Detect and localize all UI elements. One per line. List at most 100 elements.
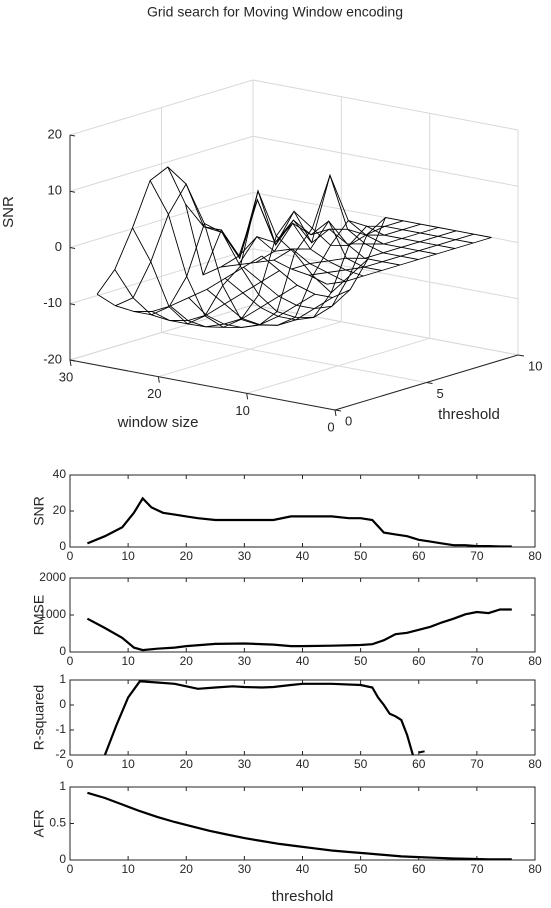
- surface-mesh-col: [170, 210, 401, 328]
- sidewall-gridline: [252, 248, 519, 300]
- y-tick: [69, 359, 72, 367]
- y-tick-label: 1000: [39, 607, 66, 621]
- series-line: [86, 496, 512, 547]
- x-tick-label: 50: [354, 549, 368, 563]
- y-tick-label: 20: [147, 386, 161, 401]
- x-tick-label: 60: [412, 757, 426, 771]
- z-tick-label: 0: [55, 239, 62, 254]
- floor-gridline: [158, 321, 342, 378]
- z-tick-label: 20: [48, 126, 62, 141]
- x-tick: [517, 354, 525, 357]
- x-tick-label: 30: [238, 862, 252, 876]
- x-tick-label: 10: [121, 654, 135, 668]
- series-line: [103, 680, 414, 755]
- surface-mesh-col: [96, 166, 328, 295]
- y-tick-label: 0: [59, 644, 66, 658]
- surface-mesh-row: [132, 227, 298, 328]
- y-tick-label: 10: [235, 403, 249, 418]
- surface-plot: [69, 79, 525, 417]
- x-tick-label: 10: [528, 358, 542, 373]
- x-tick-label: 0: [67, 654, 74, 668]
- x-tick-label: 40: [296, 862, 310, 876]
- surface-mesh-row: [273, 220, 439, 261]
- y-axis-label: R-squared: [31, 685, 47, 750]
- x-tick-label: 70: [470, 757, 484, 771]
- z-tick: [69, 247, 76, 249]
- surface-mesh-row: [202, 189, 369, 294]
- surface-mesh-col: [224, 225, 455, 321]
- surface-mesh-col: [115, 182, 346, 307]
- subplot-afr: [69, 786, 536, 861]
- axes-box: [69, 679, 536, 756]
- x-tick-label: 0: [67, 862, 74, 876]
- x-tick-label: 80: [528, 862, 542, 876]
- y-tick-label: -2: [55, 747, 66, 761]
- y-tick: [334, 409, 337, 417]
- y-tick-label: 20: [53, 503, 67, 517]
- y-tick-label: 2000: [39, 570, 66, 584]
- x-tick-label: 20: [180, 549, 194, 563]
- x-tick-label: 20: [180, 654, 194, 668]
- surface-mesh-row: [238, 173, 404, 265]
- y-tick: [246, 393, 249, 400]
- x-tick-label: 10: [121, 757, 135, 771]
- surface-mesh-col: [206, 219, 437, 326]
- x-tick-label: 40: [296, 654, 310, 668]
- x-tick-label: 30: [238, 654, 252, 668]
- y-axis-label: window size: [117, 414, 199, 431]
- x-tick-label: 0: [67, 757, 74, 771]
- y-tick-label: 0: [59, 697, 66, 711]
- x-tick-label: 80: [528, 654, 542, 668]
- surface-mesh-col: [261, 216, 492, 298]
- y-tick-label: 1: [59, 779, 66, 793]
- subplot-rmse: [69, 577, 536, 653]
- surface-mesh-row: [326, 237, 492, 285]
- x-tick-label: 40: [296, 757, 310, 771]
- z-axis-label: SNR: [0, 196, 17, 228]
- x-tick-label: 80: [528, 549, 542, 563]
- surface-mesh-row: [149, 180, 316, 328]
- axes-box: [69, 577, 536, 653]
- floor-gridline: [246, 337, 430, 394]
- x-axis-label: threshold: [438, 406, 500, 423]
- sidewall-gridline: [252, 304, 519, 356]
- y-tick-label: 0.5: [49, 816, 66, 830]
- z-tick-label: 10: [48, 183, 62, 198]
- x-tick-label: 40: [296, 549, 310, 563]
- x-tick-label: 10: [121, 549, 135, 563]
- x-tick-label: 60: [412, 549, 426, 563]
- sidewall-gridline: [252, 135, 519, 187]
- axes-box: [69, 474, 536, 548]
- subplot-snr: [69, 474, 536, 548]
- surface-mesh-row: [309, 233, 474, 276]
- chart-title: Grid search for Moving Window encoding: [147, 4, 403, 20]
- z-tick-label: -10: [43, 295, 62, 310]
- axes-box: [69, 786, 536, 861]
- series-fragment: [418, 750, 425, 754]
- sidewall-gridline: [252, 79, 519, 131]
- z-tick: [69, 359, 76, 362]
- x-tick-label: 0: [345, 413, 352, 428]
- surface-mesh-col: [151, 189, 382, 325]
- series-line: [87, 791, 512, 860]
- z-tick: [69, 190, 76, 193]
- y-axis-label: AFR: [31, 810, 47, 838]
- x-tick-label: 80: [528, 757, 542, 771]
- x-tick-label: 50: [354, 862, 368, 876]
- x-tick: [426, 382, 433, 384]
- y-axis-label: SNR: [31, 496, 47, 526]
- x-tick-label: 50: [354, 757, 368, 771]
- x-axis-label: threshold: [272, 888, 334, 905]
- surface-mesh-col: [188, 173, 419, 328]
- z-tick: [69, 134, 76, 137]
- y-tick-label: 0: [327, 419, 334, 434]
- subplot-r-squared: [69, 679, 536, 756]
- y-tick-label: 1: [59, 672, 66, 686]
- surface-mesh-row: [167, 166, 333, 326]
- x-tick-label: 60: [412, 654, 426, 668]
- x-tick-label: 60: [412, 862, 426, 876]
- surface-mesh-row: [255, 222, 421, 263]
- y-tick-label: 0: [59, 852, 66, 866]
- series-line: [86, 608, 512, 652]
- x-tick-label: 70: [470, 549, 484, 563]
